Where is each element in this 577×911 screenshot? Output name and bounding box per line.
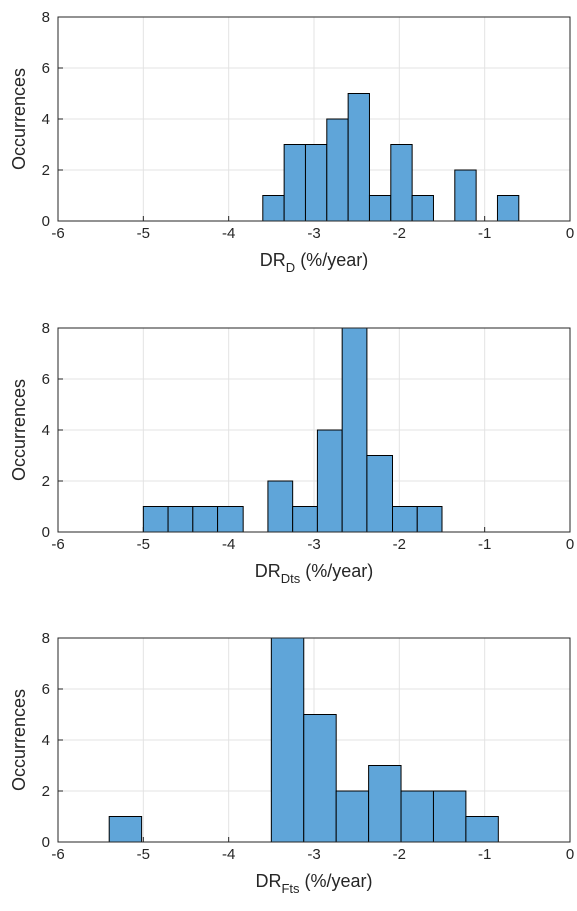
y-axis-label: Occurrences [9,68,29,170]
x-tick-label: -6 [51,536,64,553]
y-tick-label: 4 [42,422,50,439]
axes-box [57,327,571,533]
subplot: -6 -5 -4 -3 -2 -1 0 0 2 4 6 8 Occurrences DRDts (%/ye… [9,320,574,586]
bar [217,506,244,533]
x-tick-label: -4 [222,536,235,553]
bar [262,195,285,222]
axes-box [57,16,571,222]
y-tick-label: 6 [42,60,50,77]
y-tick-label: 8 [42,320,50,337]
bar [304,144,328,222]
subplot: -6 -5 -4 -3 -2 -1 0 0 2 4 6 8 Occurrences DRD (%/year… [9,9,574,275]
bar [316,429,343,533]
x-label-main: DR [255,871,281,891]
axes-box [57,637,571,843]
x-label-suffix: (%/year) [300,561,373,581]
x-tick-label: -3 [307,225,320,242]
x-axis-label: DRFts (%/year) [255,871,372,896]
x-tick-label: -6 [51,846,64,863]
x-tick-label: -5 [137,536,150,553]
bar [267,480,294,533]
bar [192,506,219,533]
bar [303,714,337,843]
y-tick-label: 2 [42,783,50,800]
bar [341,327,368,533]
x-tick-label: -2 [393,536,406,553]
subplot: -6 -5 -4 -3 -2 -1 0 0 2 4 6 8 Occurrences DRFts (%/ye… [9,630,574,896]
x-label-subscript: D [286,260,295,275]
x-tick-label: -4 [222,846,235,863]
x-tick-label: -5 [137,846,150,863]
y-tick-label: 2 [42,473,50,490]
x-axis-label: DRD (%/year) [260,250,368,275]
y-tick-label: 0 [42,834,50,851]
x-label-main: DR [260,250,286,270]
y-tick-label: 4 [42,111,50,128]
x-tick-label: 0 [566,225,574,242]
x-tick-label: -4 [222,225,235,242]
bar [283,144,306,222]
x-tick-label: -1 [478,225,491,242]
y-tick-label: 0 [42,213,50,230]
bar [416,506,443,533]
x-tick-label: -3 [307,846,320,863]
x-tick-label: 0 [566,846,574,863]
y-tick-label: 8 [42,9,50,26]
x-label-main: DR [255,561,281,581]
y-tick-label: 4 [42,732,50,749]
y-tick-label: 2 [42,162,50,179]
x-tick-label: -6 [51,225,64,242]
y-tick-label: 6 [42,681,50,698]
bar [108,816,143,843]
bar [292,506,318,533]
y-tick-label: 0 [42,524,50,541]
bar [142,506,169,533]
x-tick-label: -1 [478,536,491,553]
bar [335,790,370,843]
bar [454,169,477,222]
bar [411,195,434,222]
bar [270,637,305,843]
bar [347,93,370,222]
x-label-subscript: Fts [281,881,300,896]
x-label-suffix: (%/year) [300,871,373,891]
x-tick-label: -3 [307,536,320,553]
bar [465,816,499,843]
bar [496,195,520,222]
bar [326,118,349,222]
x-tick-label: -2 [393,846,406,863]
bar [366,455,394,533]
x-label-suffix: (%/year) [295,250,368,270]
x-tick-label: -1 [478,846,491,863]
bar [167,506,194,533]
y-axis-label: Occurrences [9,689,29,791]
bar [368,195,392,222]
x-tick-label: -2 [393,225,406,242]
y-tick-label: 8 [42,630,50,647]
bar [400,790,434,843]
y-axis-label: Occurrences [9,379,29,481]
x-tick-label: -5 [137,225,150,242]
x-label-subscript: Dts [281,571,301,586]
bar [390,144,413,222]
bar [368,765,402,843]
bar [432,790,467,843]
y-tick-label: 6 [42,371,50,388]
x-axis-label: DRDts (%/year) [255,561,374,586]
x-tick-label: 0 [566,536,574,553]
bar [392,506,418,533]
